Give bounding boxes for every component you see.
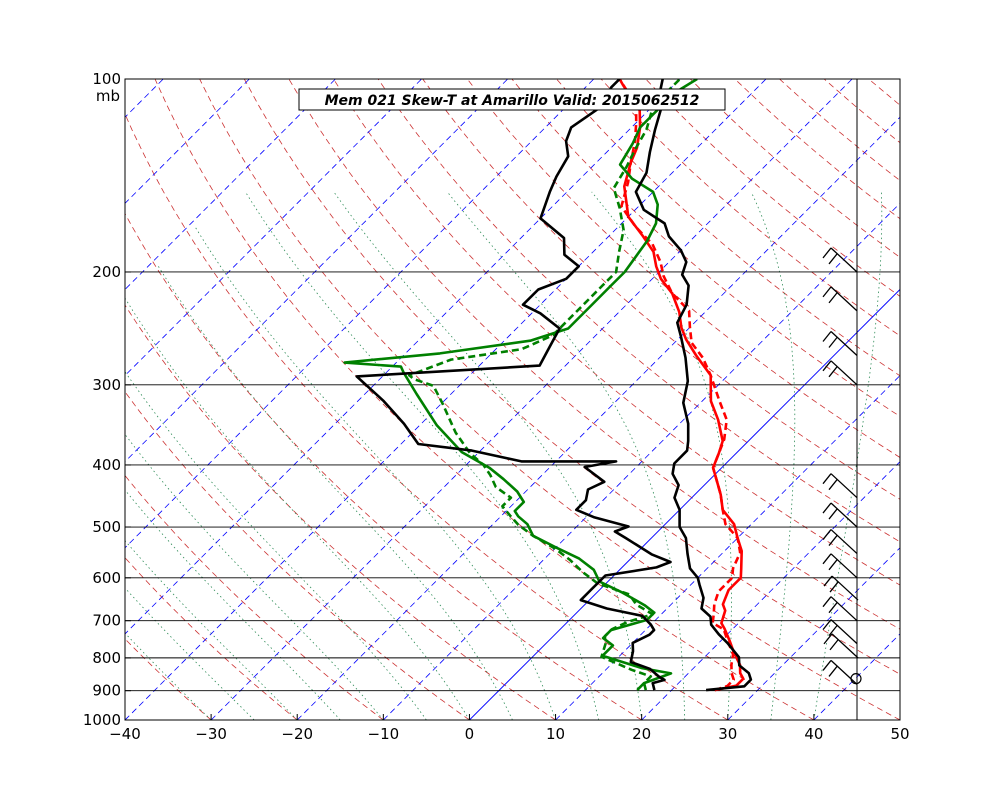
moist-adiabat-line [158,265,513,720]
y-tick-label: 300 [92,376,121,394]
wind-barb-staff [832,576,858,600]
background-lines [0,79,1000,720]
dry-adiabat-line [467,79,1000,720]
isotherm-line [728,79,1000,720]
isotherm-line [297,79,938,720]
wind-barb-flag [823,554,831,564]
x-tick-label: 0 [465,725,475,743]
isotherm-line [0,79,594,720]
wind-barb-flag [830,640,838,650]
isotherm-line [39,79,680,720]
dry-adiabat-line [601,79,1000,720]
y-tick-label: 900 [92,682,121,700]
chart-title: Mem 021 Skew-T at Amarillo Valid: 201506… [325,93,700,109]
x-tick-label: −30 [195,725,227,743]
moist-adiabat-line [93,323,426,720]
y-tick-label: 500 [92,518,121,536]
moist-adiabat-line [447,192,684,720]
y-tick-label: 600 [92,569,121,587]
dry-adiabat-line [824,79,1000,720]
moist-adiabat-line [245,192,598,720]
wind-barb-flag [823,474,831,484]
y-tick-label: 700 [92,612,121,630]
dry-adiabat-line [869,79,1000,720]
wind-barb-flag [829,480,837,490]
dry-adiabat-line [958,79,1000,720]
moist-adiabat-line [125,299,469,721]
y-tick-label: 100 [92,70,121,88]
wind-barb-staff [831,620,857,644]
wind-barb-flag [823,597,831,607]
y-tick-label: 200 [92,263,121,281]
isotherm-line [383,79,1000,720]
wind-barb-flag [829,254,837,264]
pressure-unit-label: mb [96,87,120,105]
wind-barb-flag [823,332,831,342]
wind-barb-flag [829,666,837,676]
isotherm-line [211,79,852,720]
dry-adiabat-line [0,79,469,720]
dry-adiabat-line [646,79,1000,720]
wind-barb-flag [823,530,831,540]
wind-barb-staff [831,287,857,311]
isotherm-line [0,79,77,720]
isotherm-line [0,79,508,720]
isotherm-line [0,79,422,720]
wind-barb-flag [823,248,831,258]
wind-barb-flag [829,338,837,348]
wind-barb-flag [829,367,837,377]
wind-barb-staff [831,597,857,621]
dry-adiabat-line [244,79,986,720]
wind-barb-flag [823,660,831,670]
wind-barb-staff [831,474,857,498]
x-tick-label: −20 [281,725,313,743]
x-tick-label: 50 [890,725,909,743]
moist-adiabat-line [21,398,298,720]
x-tick-label: 10 [546,725,565,743]
axis-ticks: 1002003004005006007008009001000−40−30−20… [83,70,910,743]
x-tick-label: −10 [368,725,400,743]
x-tick-label: 20 [632,725,651,743]
x-tick-label: 30 [718,725,737,743]
wind-barb-staff [831,660,857,684]
isotherm-line [900,79,1000,720]
dry-adiabat-line [735,79,1000,720]
wind-barb-flag [829,536,837,546]
moist-adiabat-line [814,192,882,720]
y-tick-label: 400 [92,456,121,474]
wind-barb-staff [831,248,857,272]
x-tick-label: 40 [804,725,823,743]
wind-barb-staff [832,634,858,658]
moist-adiabat-line [751,192,795,720]
y-tick-label: 800 [92,649,121,667]
dry-adiabat-line [155,79,814,720]
dry-adiabat-line [690,79,1000,720]
wind-barb-staff [831,503,857,527]
wind-barb-flag [829,560,837,570]
x-tick-label: −40 [109,725,141,743]
wind-barb-flag [823,503,831,513]
plot-frame [125,79,900,720]
moist-adiabat-line [195,227,556,720]
isotherm-line [125,79,766,720]
wind-barb-flag [829,509,837,519]
wind-barb-staff [831,332,857,356]
isotherm-line [642,79,1000,720]
wind-barb-staff [831,530,857,554]
isotherm-line [0,79,163,720]
wind-barb-flag [829,293,837,303]
wind-barb-calm [851,674,861,684]
isotherm-line [0,79,335,720]
dry-adiabat-line [378,79,1000,720]
dry-adiabat-line [913,79,1000,720]
moist-adiabat-line [44,375,341,720]
wind-barb-flag [823,287,831,297]
isobar-grid [125,272,900,691]
dry-adiabat-line [66,79,642,720]
